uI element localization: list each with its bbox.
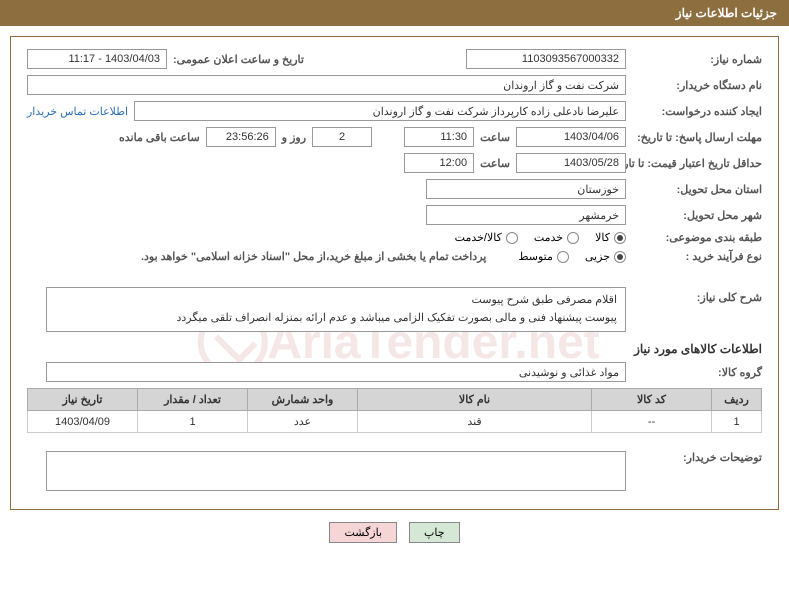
desc-line2: پیوست پیشنهاد فنی و مالی بصورت تفکیک الز… — [55, 310, 617, 328]
requester-label: ایجاد کننده درخواست: — [632, 105, 762, 118]
page-title: جزئیات اطلاعات نیاز — [676, 6, 777, 20]
th-date: تاریخ نیاز — [28, 389, 138, 411]
desc-line1: اقلام مصرفی طبق شرح پیوست — [55, 292, 617, 310]
treasury-note: پرداخت تمام یا بخشی از مبلغ خرید،از محل … — [141, 250, 486, 263]
process-label: نوع فرآیند خرید : — [632, 250, 762, 263]
th-row: ردیف — [712, 389, 762, 411]
radio-service[interactable]: خدمت — [534, 231, 579, 244]
group-label: گروه کالا: — [632, 366, 762, 379]
contact-link[interactable]: اطلاعات تماس خریدار — [27, 105, 128, 118]
table-header-row: ردیف کد کالا نام کالا واحد شمارش تعداد /… — [28, 389, 762, 411]
goods-section-title: اطلاعات کالاهای مورد نیاز — [27, 342, 762, 356]
group-field: مواد غذائی و نوشیدنی — [46, 362, 626, 382]
radio-both-label: کالا/خدمت — [455, 231, 502, 244]
radio-minor[interactable]: جزیی — [585, 250, 626, 263]
th-qty: تعداد / مقدار — [138, 389, 248, 411]
radio-dot-icon — [557, 251, 569, 263]
buyer-comment-label: توضیحات خریدار: — [632, 447, 762, 464]
desc-textarea: اقلام مصرفی طبق شرح پیوست پیوست پیشنهاد … — [46, 287, 626, 332]
radio-goods-label: کالا — [595, 231, 610, 244]
radio-dot-icon — [506, 232, 518, 244]
th-unit: واحد شمارش — [248, 389, 358, 411]
radio-medium-label: متوسط — [518, 250, 553, 263]
cell-name: قند — [358, 411, 592, 433]
buyer-comment-box — [46, 451, 626, 491]
days-count-field: 2 — [312, 127, 372, 147]
radio-minor-label: جزیی — [585, 250, 610, 263]
button-row: چاپ بازگشت — [0, 522, 789, 543]
page-header: جزئیات اطلاعات نیاز — [0, 0, 789, 26]
province-field: خوزستان — [426, 179, 626, 199]
city-label: شهر محل تحویل: — [632, 209, 762, 222]
city-field: خرمشهر — [426, 205, 626, 225]
category-radio-group: کالا خدمت کالا/خدمت — [455, 231, 626, 244]
radio-medium[interactable]: متوسط — [518, 250, 569, 263]
deadline-date-field: 1403/04/06 — [516, 127, 626, 147]
need-number-label: شماره نیاز: — [632, 53, 762, 66]
radio-both[interactable]: کالا/خدمت — [455, 231, 518, 244]
process-radio-group: جزیی متوسط — [518, 250, 626, 263]
announce-field: 1403/04/03 - 11:17 — [27, 49, 167, 69]
main-panel: AriaTender.net شماره نیاز: 1103093567000… — [10, 36, 779, 510]
radio-goods[interactable]: کالا — [595, 231, 626, 244]
cell-code: -- — [592, 411, 712, 433]
countdown-field: 23:56:26 — [206, 127, 276, 147]
validity-label: حداقل تاریخ اعتبار قیمت: تا تاریخ: — [632, 157, 762, 170]
province-label: استان محل تحویل: — [632, 183, 762, 196]
category-label: طبقه بندی موضوعی: — [632, 231, 762, 244]
validity-date-field: 1403/05/28 — [516, 153, 626, 173]
table-row: 1--قندعدد11403/04/09 — [28, 411, 762, 433]
back-button[interactable]: بازگشت — [329, 522, 397, 543]
remaining-label: ساعت باقی مانده — [119, 131, 200, 144]
deadline-label: مهلت ارسال پاسخ: تا تاریخ: — [632, 131, 762, 144]
requester-field: علیرضا نادعلی زاده کارپرداز شرکت نفت و گ… — [134, 101, 626, 121]
cell-row: 1 — [712, 411, 762, 433]
desc-label: شرح کلی نیاز: — [632, 287, 762, 304]
deadline-hour-field: 11:30 — [404, 127, 474, 147]
print-button[interactable]: چاپ — [409, 522, 460, 543]
hour-label-2: ساعت — [480, 157, 510, 170]
validity-hour-field: 12:00 — [404, 153, 474, 173]
cell-qty: 1 — [138, 411, 248, 433]
days-and-label: روز و — [282, 131, 306, 144]
cell-date: 1403/04/09 — [28, 411, 138, 433]
need-number-field: 1103093567000332 — [466, 49, 626, 69]
cell-unit: عدد — [248, 411, 358, 433]
hour-label-1: ساعت — [480, 131, 510, 144]
buyer-org-field: شرکت نفت و گاز اروندان — [27, 75, 626, 95]
announce-label: تاریخ و ساعت اعلان عمومی: — [173, 53, 304, 66]
radio-dot-icon — [614, 251, 626, 263]
th-name: نام کالا — [358, 389, 592, 411]
radio-dot-icon — [567, 232, 579, 244]
goods-table: ردیف کد کالا نام کالا واحد شمارش تعداد /… — [27, 388, 762, 433]
th-code: کد کالا — [592, 389, 712, 411]
radio-service-label: خدمت — [534, 231, 563, 244]
radio-dot-icon — [614, 232, 626, 244]
buyer-org-label: نام دستگاه خریدار: — [632, 79, 762, 92]
